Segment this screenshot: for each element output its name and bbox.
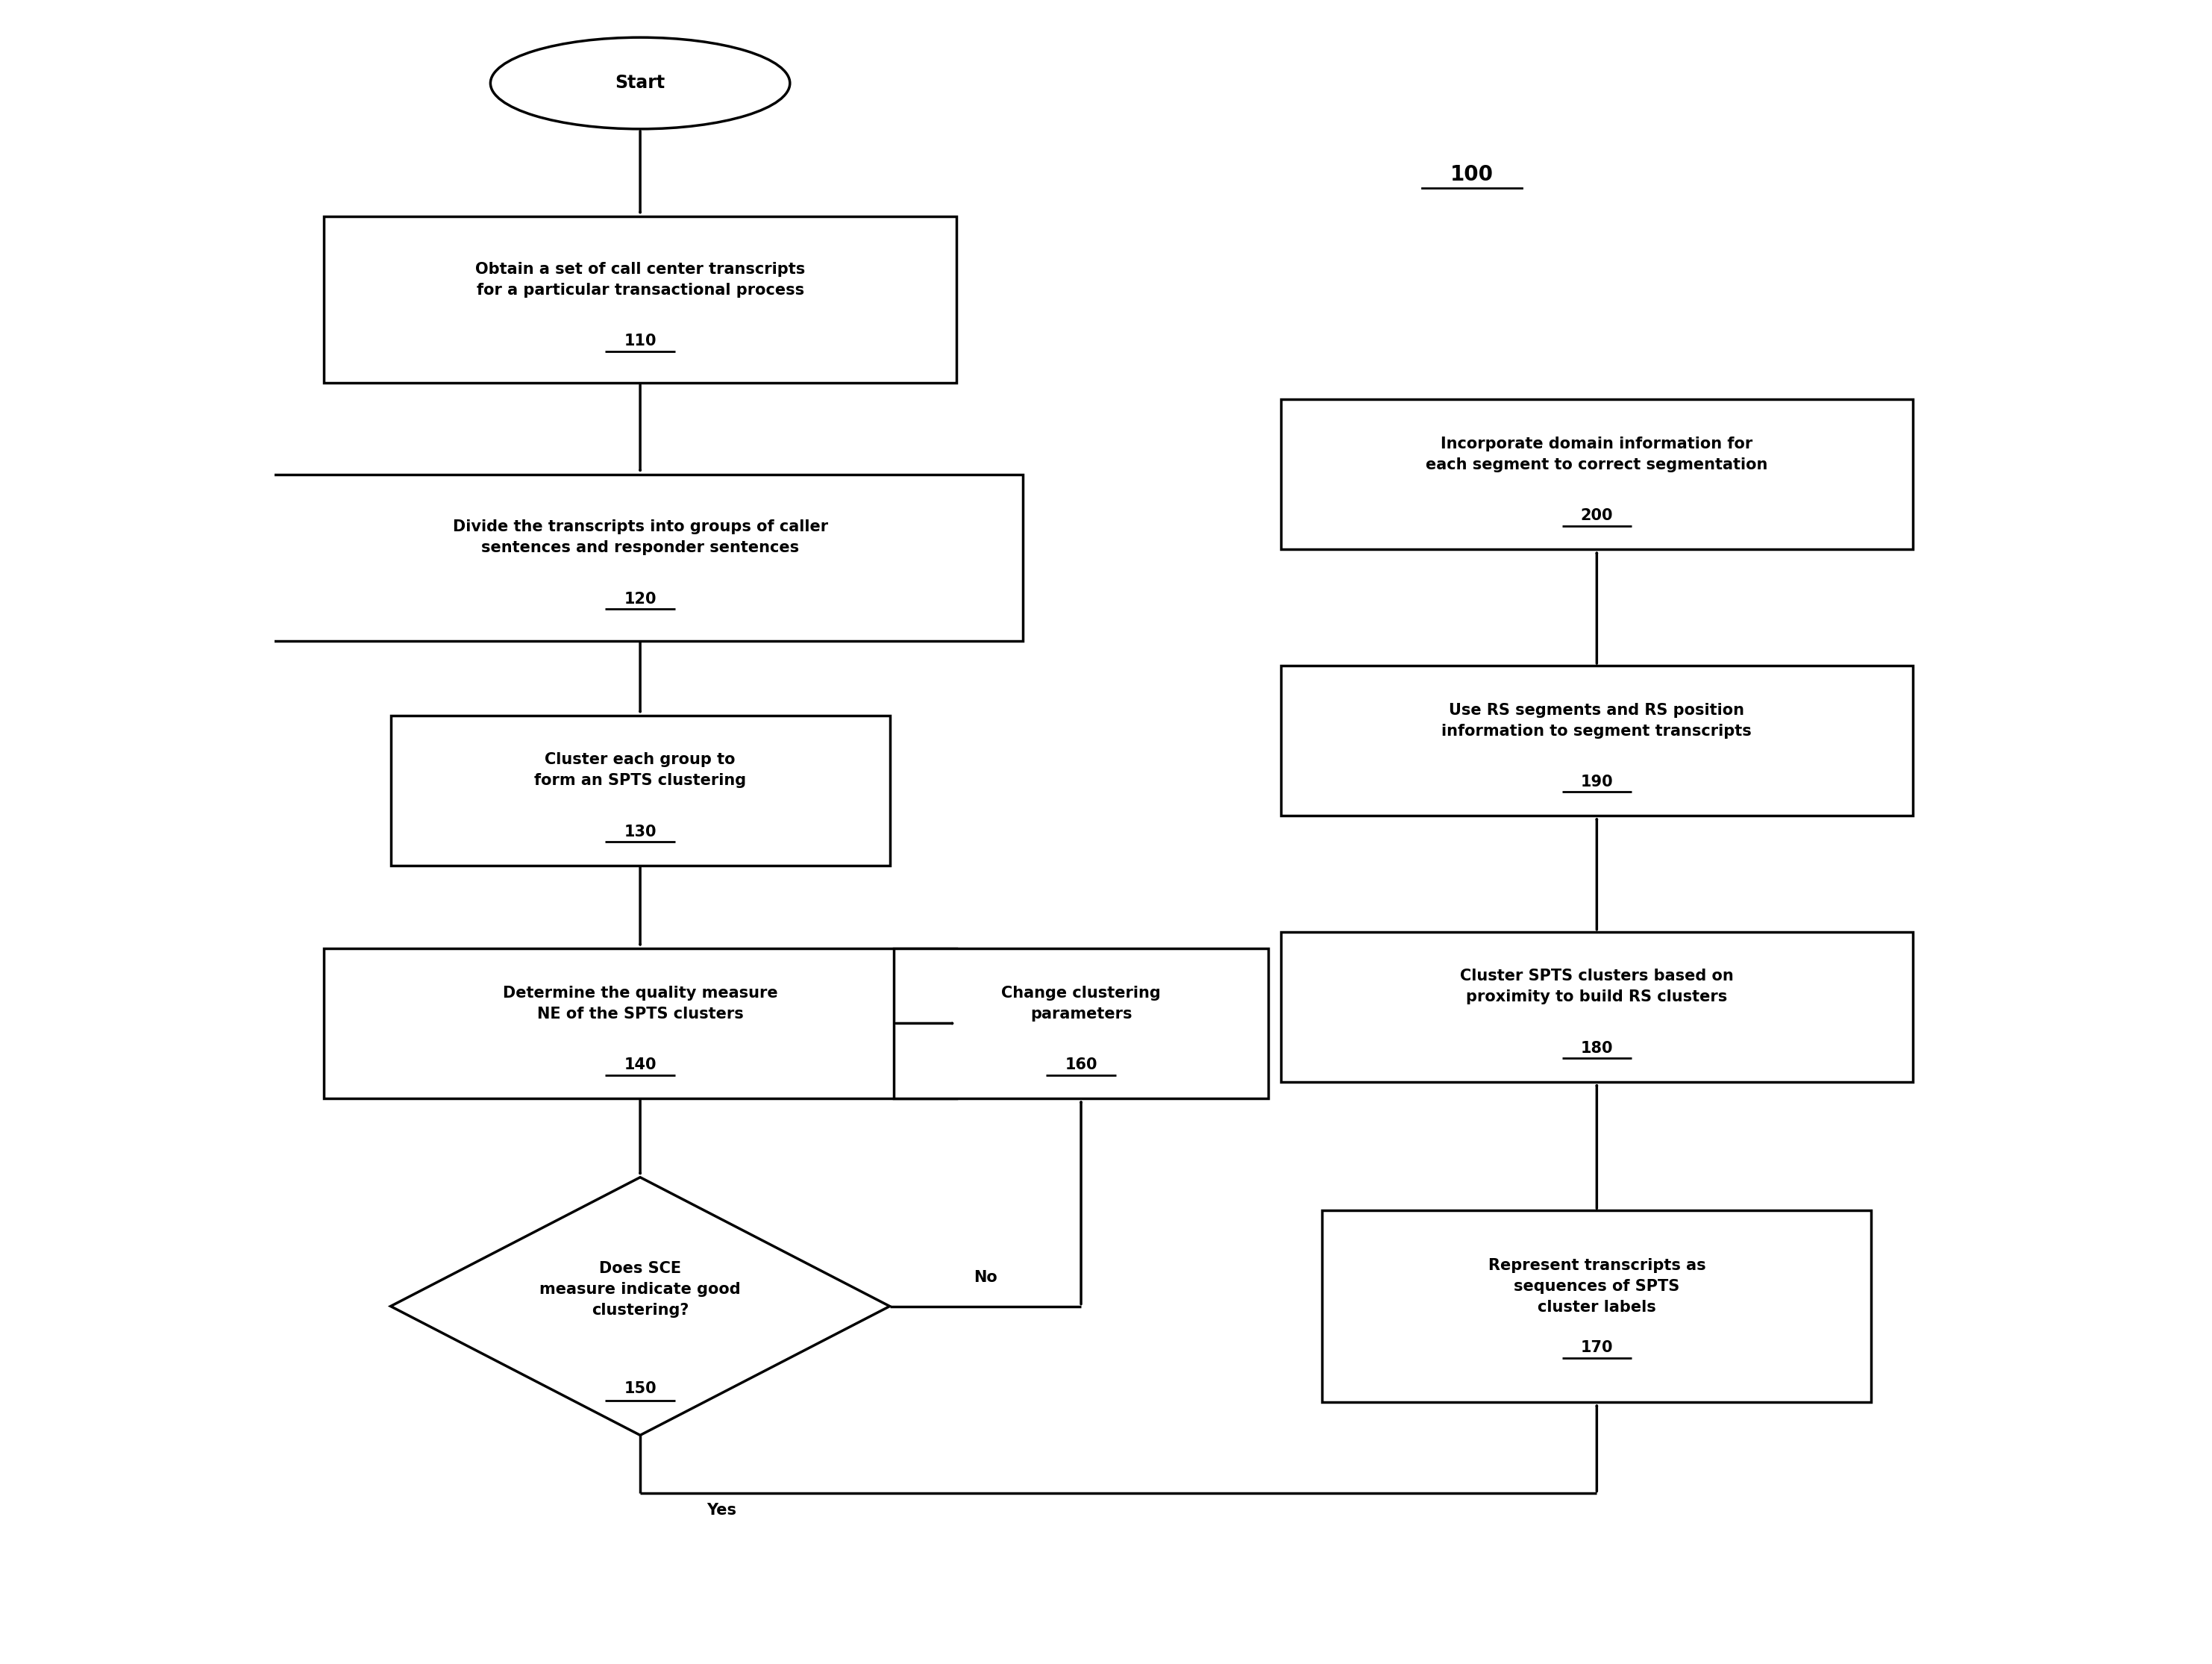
FancyBboxPatch shape	[257, 474, 1022, 641]
FancyBboxPatch shape	[325, 216, 956, 383]
Text: 120: 120	[624, 592, 657, 606]
Text: Obtain a set of call center transcripts
for a particular transactional process: Obtain a set of call center transcripts …	[476, 261, 805, 298]
Text: Yes: Yes	[706, 1503, 737, 1518]
Text: 110: 110	[624, 334, 657, 348]
Text: Represent transcripts as
sequences of SPTS
cluster labels: Represent transcripts as sequences of SP…	[1489, 1258, 1705, 1315]
Text: Determine the quality measure
NE of the SPTS clusters: Determine the quality measure NE of the …	[502, 985, 779, 1022]
Text: Divide the transcripts into groups of caller
sentences and responder sentences: Divide the transcripts into groups of ca…	[453, 519, 827, 556]
Text: Use RS segments and RS position
information to segment transcripts: Use RS segments and RS position informat…	[1442, 702, 1752, 739]
FancyBboxPatch shape	[1281, 932, 1913, 1082]
FancyBboxPatch shape	[1281, 666, 1913, 815]
Text: 180: 180	[1582, 1042, 1613, 1055]
Text: 100: 100	[1451, 165, 1493, 185]
FancyBboxPatch shape	[392, 716, 889, 865]
FancyBboxPatch shape	[1323, 1211, 1871, 1401]
Text: Incorporate domain information for
each segment to correct segmentation: Incorporate domain information for each …	[1427, 436, 1767, 473]
Text: 140: 140	[624, 1058, 657, 1072]
FancyBboxPatch shape	[1281, 399, 1913, 549]
Text: Cluster SPTS clusters based on
proximity to build RS clusters: Cluster SPTS clusters based on proximity…	[1460, 968, 1734, 1005]
FancyBboxPatch shape	[894, 948, 1267, 1098]
Text: 190: 190	[1582, 775, 1613, 789]
Text: Cluster each group to
form an SPTS clustering: Cluster each group to form an SPTS clust…	[533, 752, 745, 789]
Ellipse shape	[491, 38, 790, 128]
Text: Start: Start	[615, 75, 666, 92]
Text: 200: 200	[1582, 509, 1613, 522]
Text: 170: 170	[1582, 1341, 1613, 1354]
Text: 130: 130	[624, 825, 657, 839]
Text: Change clustering
parameters: Change clustering parameters	[1002, 985, 1161, 1022]
FancyBboxPatch shape	[325, 948, 956, 1098]
Text: 160: 160	[1064, 1058, 1097, 1072]
Text: 150: 150	[624, 1381, 657, 1396]
Text: Does SCE
measure indicate good
clustering?: Does SCE measure indicate good clusterin…	[540, 1261, 741, 1318]
Text: No: No	[973, 1270, 998, 1285]
Polygon shape	[392, 1178, 889, 1434]
